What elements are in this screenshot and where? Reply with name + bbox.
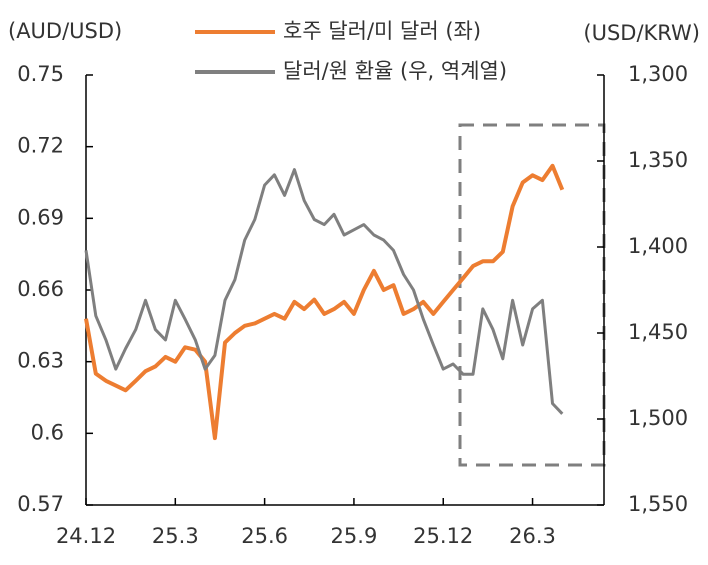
y-tick-label: 0.63 bbox=[17, 349, 64, 373]
y2-axis-label: (USD/KRW) bbox=[583, 21, 700, 45]
series-line bbox=[84, 168, 564, 415]
x-tick-label: 25.9 bbox=[331, 524, 378, 548]
y2-tick-label: 1,450 bbox=[628, 320, 688, 344]
y-tick-label: 0.72 bbox=[17, 134, 64, 158]
y-tick-label: 0.57 bbox=[17, 492, 64, 516]
y2-tick-label: 1,300 bbox=[628, 62, 688, 86]
series-line bbox=[84, 163, 565, 441]
y-axis-label: (AUD/USD) bbox=[8, 19, 122, 43]
y-tick-label: 0.69 bbox=[17, 205, 64, 229]
highlight-box bbox=[458, 123, 606, 467]
x-tick-label: 25.12 bbox=[413, 524, 473, 548]
x-tick-label: 25.6 bbox=[241, 524, 288, 548]
y-tick-label: 0.6 bbox=[31, 420, 64, 444]
y-tick-label: 0.66 bbox=[17, 277, 64, 301]
legend-label: 달러/원 환율 (우, 역계열) bbox=[283, 59, 507, 83]
y2-tick-label: 1,500 bbox=[628, 406, 688, 430]
x-tick-label: 25.3 bbox=[152, 524, 199, 548]
legend-label: 호주 달러/미 달러 (좌) bbox=[283, 19, 481, 43]
x-tick-label: 24.12 bbox=[56, 524, 116, 548]
y-tick-label: 0.75 bbox=[17, 62, 64, 86]
x-tick-label: 26.3 bbox=[509, 524, 556, 548]
y2-tick-label: 1,400 bbox=[628, 234, 688, 258]
y2-tick-label: 1,550 bbox=[628, 492, 688, 516]
y2-tick-label: 1,350 bbox=[628, 148, 688, 172]
